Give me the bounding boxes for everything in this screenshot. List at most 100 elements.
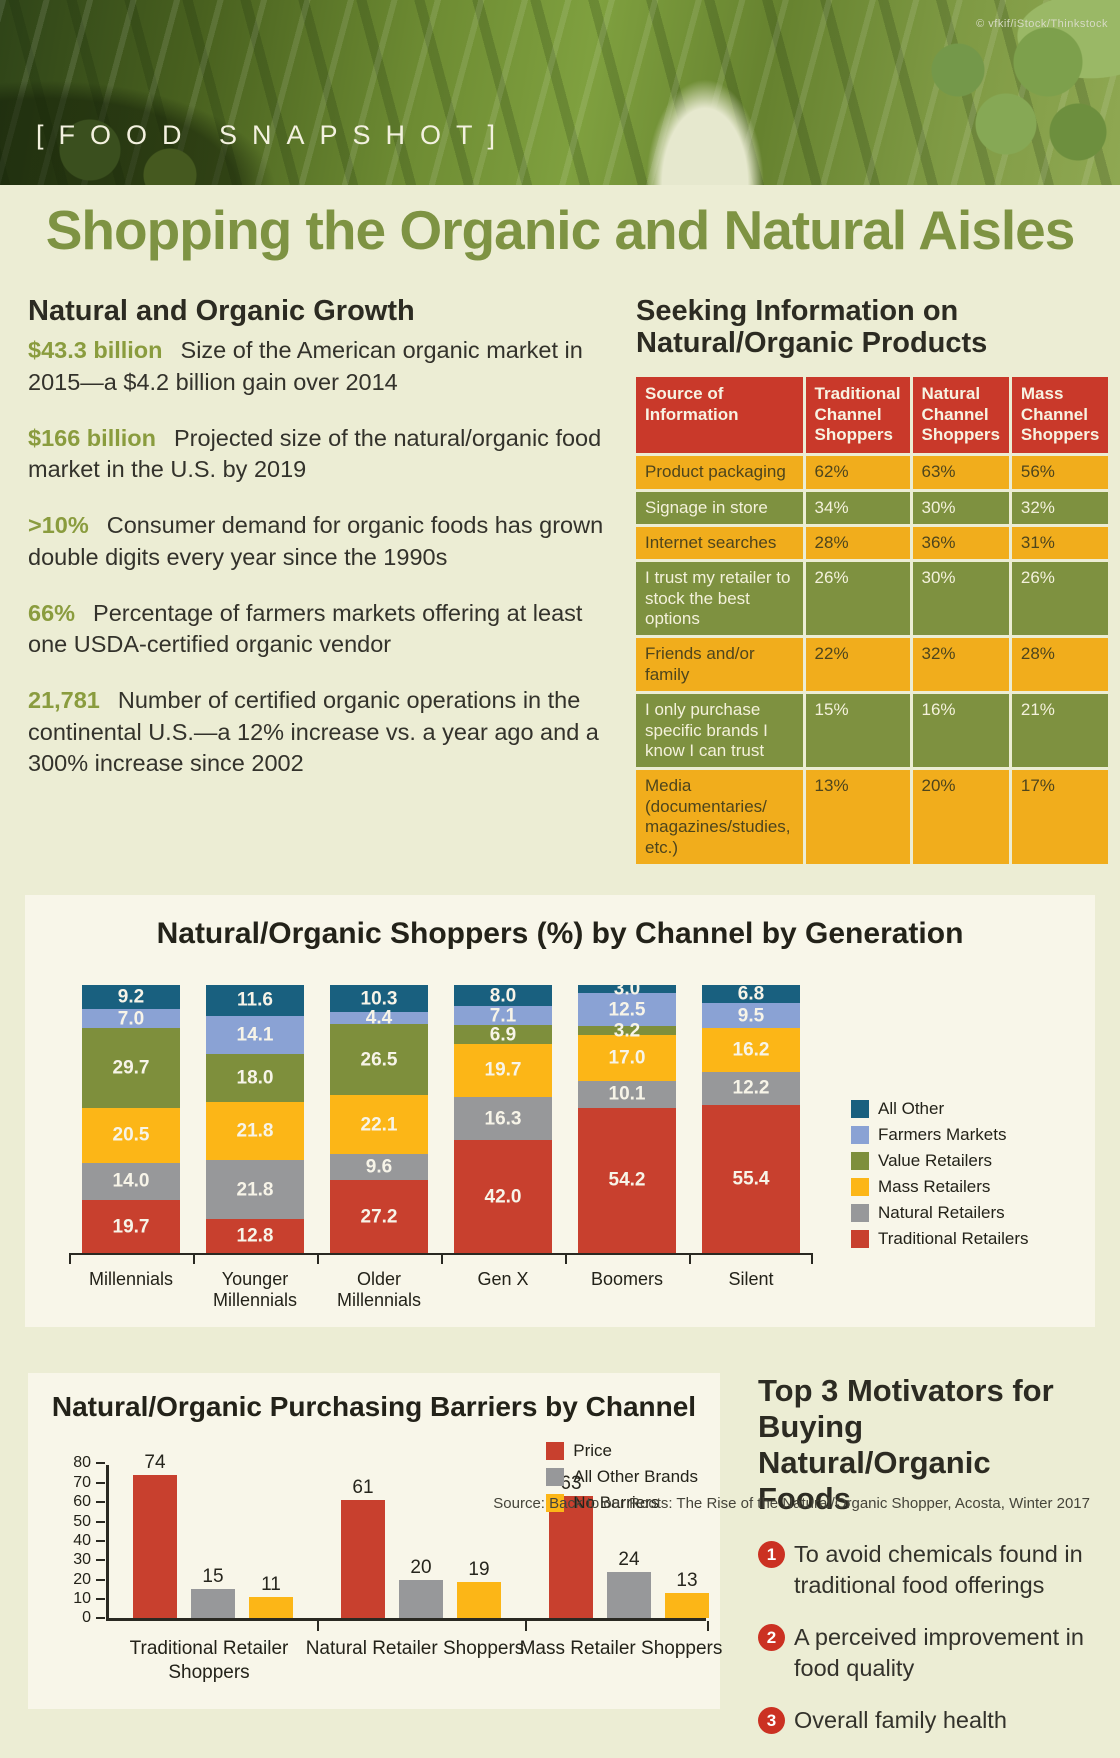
info-col-header: Natural Channel Shoppers — [912, 376, 1009, 454]
stacked-plot: 19.7 14.0 20.5 29.7 7.0 9.2 12.8 21.8 21.8 18.0 14… — [69, 979, 813, 1311]
table-row: I only purchase specific brands I know I… — [636, 694, 1109, 768]
bar-segment: 3.0 — [578, 979, 676, 998]
info-row-label: I only purchase specific brands I know I… — [636, 694, 803, 768]
table-row: Product packaging 62% 63% 56% — [636, 456, 1109, 489]
bar-segment: 19.7 — [82, 1200, 180, 1253]
bar-segment: 20.5 — [82, 1107, 180, 1163]
bar-segment: 42.0 — [454, 1140, 552, 1253]
y-axis-tick — [96, 1520, 105, 1523]
info-cell-value: 36% — [912, 526, 1009, 560]
food-snapshot-kicker: [FOOD SNAPSHOT] — [36, 120, 511, 150]
bar-segment: 10.1 — [578, 1080, 676, 1108]
y-axis-tick-label: 0 — [82, 1609, 91, 1627]
growth-stat: >10% — [28, 512, 89, 539]
bar-segment-value: 4.4 — [365, 1007, 393, 1029]
y-axis-tick-label: 20 — [73, 1570, 91, 1588]
y-axis-tick — [96, 1617, 105, 1620]
bar-segment-value: 21.8 — [236, 1120, 274, 1142]
legend-item: Farmers Markets — [851, 1125, 1029, 1145]
bar-value-label: 20 — [410, 1556, 432, 1578]
info-cell-value: 28% — [1011, 638, 1109, 692]
growth-text: Size of the American organic market in 2… — [28, 337, 583, 395]
legend-item: All Other — [851, 1099, 1029, 1119]
table-row: I trust my retailer to stock the best op… — [636, 562, 1109, 636]
bar-segment-value: 9.5 — [737, 1005, 765, 1027]
stacked-bar: 54.2 10.1 17.0 3.2 12.5 3.0 — [578, 979, 676, 1253]
x-axis-tick — [317, 1621, 319, 1632]
bar-segment-value: 16.2 — [732, 1039, 770, 1061]
bar-value-label: 24 — [618, 1548, 640, 1570]
bar-group: 74 15 11 — [133, 1453, 293, 1619]
stacked-chart-panel: Natural/Organic Shoppers (%) by Channel … — [25, 895, 1095, 1328]
motivators-list: 1 To avoid chemicals found in traditional… — [758, 1539, 1088, 1736]
info-cell-value: 26% — [1011, 562, 1109, 636]
info-cell-value: 34% — [805, 491, 910, 524]
bar-column: 13 — [665, 1571, 709, 1619]
stacked-category-labels: Millennials Younger Millennials Older Mill… — [69, 1264, 813, 1311]
bar-segment: 16.3 — [454, 1096, 552, 1141]
table-row: Media (documentaries/ magazines/studies,… — [636, 770, 1109, 864]
legend-item: Natural Retailers — [851, 1203, 1029, 1223]
motivator-number-badge: 1 — [758, 1541, 785, 1569]
legend-label: All Other — [878, 1099, 945, 1118]
growth-stat: 66% — [28, 599, 76, 626]
growth-stat: $166 billion — [28, 424, 156, 451]
bar — [191, 1589, 235, 1619]
legend-item: All Other Brands — [546, 1467, 698, 1487]
info-cell-value: 13% — [805, 770, 910, 864]
growth-text: Number of certified organic operations i… — [28, 687, 599, 776]
bar-segment-value: 29.7 — [112, 1057, 150, 1079]
stacked-bar: 55.4 12.2 16.2 9.5 6.8 — [702, 984, 800, 1253]
bar-segment-value: 7.1 — [489, 1005, 517, 1027]
legend-swatch — [851, 1100, 869, 1118]
stacked-bar: 27.2 9.6 22.1 26.5 4.4 10.3 — [330, 984, 428, 1253]
info-cell-value: 30% — [912, 562, 1009, 636]
stacked-axis-ticks — [69, 1255, 813, 1264]
bar-segment: 55.4 — [702, 1104, 800, 1253]
info-table: Source of Information Traditional Channel… — [633, 374, 1111, 867]
bar-segment-value: 55.4 — [732, 1168, 770, 1190]
y-axis-tick-label: 30 — [73, 1551, 91, 1569]
axis-tick — [69, 1255, 71, 1264]
info-cell-value: 15% — [805, 694, 910, 768]
source-line: Source: Back to our Roots: The Rise of t… — [493, 1495, 1090, 1512]
bar-value-label: 63 — [560, 1473, 582, 1495]
bar-segment-value: 7.0 — [117, 1008, 145, 1030]
stacked-bar: 42.0 16.3 19.7 6.9 7.1 8.0 — [454, 985, 552, 1253]
legend-swatch — [851, 1204, 869, 1222]
bar — [133, 1475, 177, 1619]
bar — [249, 1597, 293, 1619]
growth-text: Percentage of farmers markets offering a… — [28, 599, 583, 658]
bottom-section: Natural/Organic Purchasing Barriers by C… — [0, 1373, 1120, 1758]
bar-value-label: 19 — [468, 1558, 490, 1580]
legend-swatch — [851, 1230, 869, 1248]
info-cell-value: 16% — [912, 694, 1009, 768]
bar-segment: 9.2 — [82, 984, 180, 1010]
y-axis-tick-label: 50 — [73, 1512, 91, 1530]
legend-item: Price — [546, 1441, 698, 1461]
table-row: Internet searches 28% 36% 31% — [636, 526, 1109, 560]
bar-segment-value: 14.1 — [236, 1024, 274, 1046]
bar-segment: 7.0 — [82, 1009, 180, 1028]
bar-value-label: 61 — [352, 1477, 374, 1499]
bar-segment-value: 19.7 — [484, 1059, 522, 1081]
info-cell-value: 32% — [1011, 491, 1109, 524]
bar-segment-value: 8.0 — [489, 985, 517, 1007]
info-cell-value: 56% — [1011, 456, 1109, 489]
bar-segment-value: 42.0 — [484, 1186, 522, 1208]
bar-segment: 54.2 — [578, 1107, 676, 1253]
bar — [607, 1571, 651, 1619]
bar-column: 61 — [341, 1477, 385, 1619]
bar-segment: 4.4 — [330, 1009, 428, 1028]
bar-column: 20 — [399, 1558, 443, 1619]
bar — [457, 1581, 501, 1619]
bar-segment-value: 17.0 — [608, 1047, 646, 1069]
bar-value-label: 11 — [261, 1574, 281, 1596]
bar-segment-value: 18.0 — [236, 1067, 274, 1089]
category-label: Gen X — [477, 1269, 529, 1289]
growth-text: Consumer demand for organic foods has gr… — [28, 512, 604, 570]
info-table-body: Product packaging 62% 63% 56% Signage in sto… — [636, 456, 1109, 864]
motivator-text: A perceived improvement in food quality — [794, 1624, 1084, 1681]
bar — [341, 1500, 385, 1619]
motivators-section: Top 3 Motivators for Buying Natural/Orga… — [758, 1373, 1088, 1758]
